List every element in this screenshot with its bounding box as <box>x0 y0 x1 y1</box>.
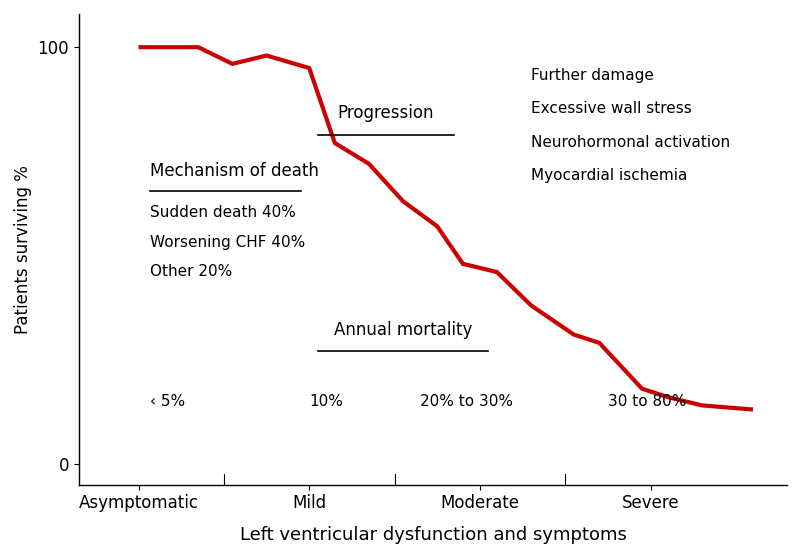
Text: Neurohormonal activation: Neurohormonal activation <box>531 134 731 150</box>
Text: 30 to 80%: 30 to 80% <box>608 394 686 408</box>
Text: Other 20%: Other 20% <box>151 264 233 279</box>
Text: Mechanism of death: Mechanism of death <box>151 162 320 180</box>
Text: 20% to 30%: 20% to 30% <box>421 394 513 408</box>
Text: 10%: 10% <box>309 394 343 408</box>
Text: Sudden death 40%: Sudden death 40% <box>151 205 296 220</box>
Y-axis label: Patients surviving %: Patients surviving % <box>14 165 32 334</box>
Text: Myocardial ischemia: Myocardial ischemia <box>531 168 687 183</box>
X-axis label: Left ventricular dysfunction and symptoms: Left ventricular dysfunction and symptom… <box>239 526 626 544</box>
Text: Further damage: Further damage <box>531 68 654 83</box>
Text: Progression: Progression <box>338 104 434 122</box>
Text: Worsening CHF 40%: Worsening CHF 40% <box>151 234 306 249</box>
Text: Excessive wall stress: Excessive wall stress <box>531 102 692 117</box>
Text: ‹ 5%: ‹ 5% <box>151 394 186 408</box>
Text: Annual mortality: Annual mortality <box>334 321 473 339</box>
